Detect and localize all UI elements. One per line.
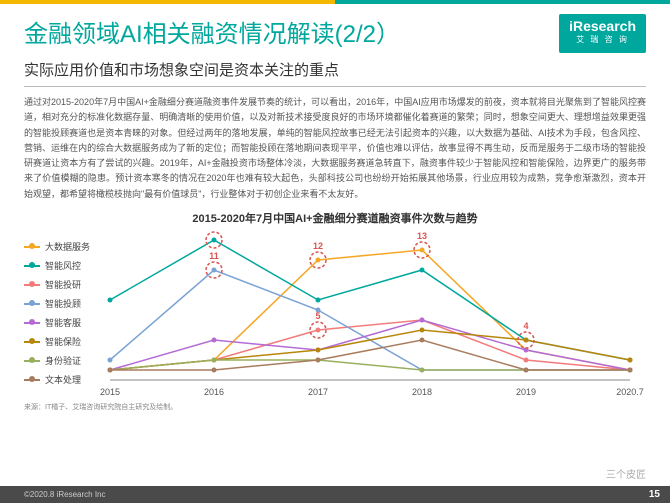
brand-tag: 艾 瑞 咨 询 [576, 35, 629, 44]
legend-label: 智能客服 [45, 316, 81, 329]
legend-label: 大数据服务 [45, 240, 90, 253]
svg-text:2018: 2018 [412, 387, 432, 397]
svg-text:2020.7: 2020.7 [616, 387, 644, 397]
page-subtitle: 实际应用价值和市场想象空间是资本关注的重点 [24, 59, 646, 87]
legend-swatch [24, 322, 40, 324]
legend-item: 智能客服 [24, 316, 94, 329]
legend-swatch [24, 341, 40, 343]
legend-item: 智能保险 [24, 335, 94, 348]
brand-logo: iResearch 艾 瑞 咨 询 [559, 14, 646, 53]
legend-label: 智能保险 [45, 335, 81, 348]
chart-svg: 2015 2016 2017 2018 2019 2020.7 14 11 12 5 13 4 [94, 230, 646, 400]
legend-item: 文本处理 [24, 373, 94, 386]
svg-text:4: 4 [523, 321, 528, 331]
legend-swatch [24, 246, 40, 248]
legend-label: 智能投顾 [45, 297, 81, 310]
copyright: ©2020.8 iResearch Inc [24, 490, 106, 499]
svg-text:12: 12 [313, 241, 323, 251]
svg-text:2015: 2015 [100, 387, 120, 397]
legend-item: 智能投顾 [24, 297, 94, 310]
legend-swatch [24, 379, 40, 381]
page-title: 金融领域AI相关融资情况解读(2/2） [24, 14, 400, 49]
svg-text:14: 14 [209, 230, 219, 231]
svg-text:13: 13 [417, 231, 427, 241]
footer: ©2020.8 iResearch Inc 15 [0, 486, 670, 503]
source-note: 来源：IT橘子、艾瑞咨询研究院自主研究及绘制。 [0, 400, 670, 414]
svg-text:5: 5 [315, 311, 320, 321]
header: 金融领域AI相关融资情况解读(2/2） iResearch 艾 瑞 咨 询 [0, 4, 670, 59]
svg-text:11: 11 [209, 251, 219, 261]
body-paragraph: 通过对2015-2020年7月中国AI+金融细分赛道融资事件发展节奏的统计，可以… [0, 95, 670, 202]
line-chart: 2015 2016 2017 2018 2019 2020.7 14 11 12 5 13 4 [94, 230, 646, 400]
chart-legend: 大数据服务智能风控智能投研智能投顾智能客服智能保险身份验证文本处理 [24, 230, 94, 400]
legend-item: 智能风控 [24, 259, 94, 272]
legend-swatch [24, 360, 40, 362]
legend-label: 身份验证 [45, 354, 81, 367]
watermark: 三个皮匠 [600, 464, 652, 483]
svg-text:2019: 2019 [516, 387, 536, 397]
brand-name: iResearch [569, 18, 636, 34]
svg-text:2017: 2017 [308, 387, 328, 397]
legend-swatch [24, 303, 40, 305]
legend-label: 智能投研 [45, 278, 81, 291]
page-number: 15 [649, 489, 660, 500]
chart-area: 大数据服务智能风控智能投研智能投顾智能客服智能保险身份验证文本处理 201520… [0, 230, 670, 400]
legend-label: 智能风控 [45, 259, 81, 272]
legend-item: 智能投研 [24, 278, 94, 291]
chart-title: 2015-2020年7月中国AI+金融细分赛道融资事件次数与趋势 [0, 210, 670, 226]
legend-label: 文本处理 [45, 373, 81, 386]
svg-text:2016: 2016 [204, 387, 224, 397]
legend-item: 身份验证 [24, 354, 94, 367]
legend-swatch [24, 284, 40, 286]
legend-swatch [24, 265, 40, 267]
legend-item: 大数据服务 [24, 240, 94, 253]
